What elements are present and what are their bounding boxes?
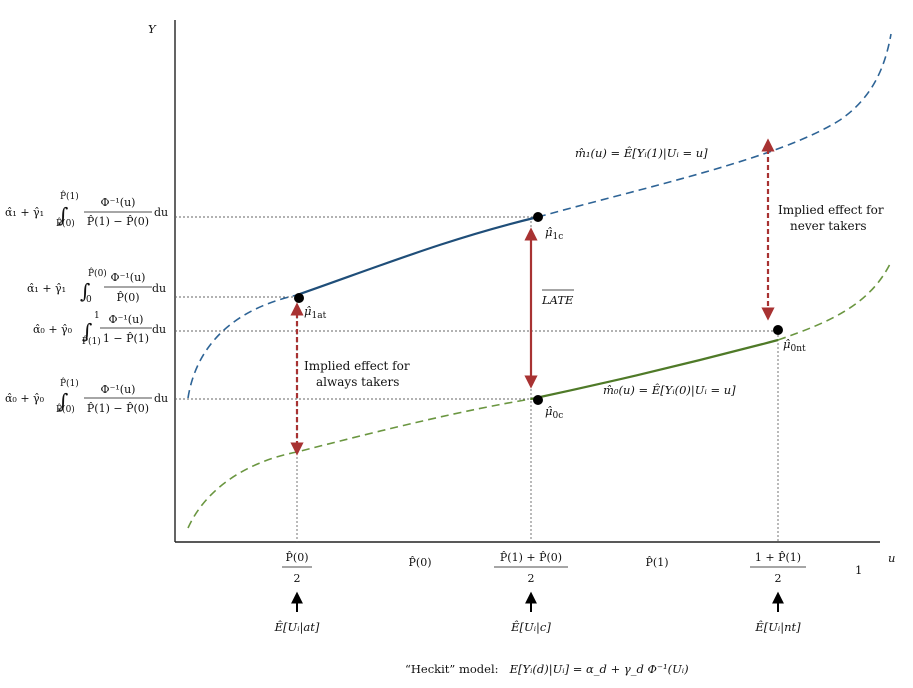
svg-text:P̂(1): P̂(1) <box>82 335 101 347</box>
label-mu-1at: μ̂1at <box>304 304 327 321</box>
svg-text:1 + P̂(1): 1 + P̂(1) <box>755 551 801 564</box>
late-label: LATE <box>541 293 574 307</box>
m1-curve-solid <box>297 217 538 295</box>
x-tick-mid: P̂(1) + P̂(0) 2 <box>494 551 568 585</box>
svg-text:P̂(1): P̂(1) <box>60 190 79 202</box>
m0-curve-right-dashed <box>778 262 891 340</box>
x-axis-end-label: 1 <box>855 563 862 577</box>
svg-text:Φ⁻¹(u): Φ⁻¹(u) <box>111 271 146 284</box>
svg-text:du: du <box>154 392 168 405</box>
svg-text:P̂(0): P̂(0) <box>286 551 309 564</box>
svg-text:P̂(1) − P̂(0): P̂(1) − P̂(0) <box>87 215 149 228</box>
m0-curve-label: m̂₀(u) = Ê[Yᵢ(0)|Uᵢ = u] <box>603 383 736 398</box>
point-mu-1c <box>533 212 543 222</box>
svg-text:du: du <box>152 282 166 295</box>
svg-text:Φ⁻¹(u): Φ⁻¹(u) <box>101 383 136 396</box>
expectation-nt: Ê[Uᵢ|nt] <box>754 620 801 635</box>
m1-curve-label: m̂₁(u) = Ê[Yᵢ(1)|Uᵢ = u] <box>575 146 708 161</box>
svg-text:2: 2 <box>528 572 535 585</box>
m1-curve-left-dashed <box>188 295 297 398</box>
svg-text:Φ⁻¹(u): Φ⁻¹(u) <box>101 196 136 209</box>
point-mu-1at <box>294 293 304 303</box>
y-label-mu0nt: α̂₀ + γ̂₀ ∫ 1 P̂(1) Φ⁻¹(u) 1 − P̂(1) du <box>33 311 166 347</box>
svg-text:P̂(0): P̂(0) <box>56 217 75 229</box>
never-takers-line1: Implied effect for <box>778 203 884 217</box>
x-tick-p0: P̂(0) <box>409 556 432 569</box>
x-tick-p0-half: P̂(0) 2 <box>282 551 312 585</box>
svg-text:du: du <box>154 206 168 219</box>
y-label-mu1c: α̂₁ + γ̂₁ ∫ P̂(1) P̂(0) Φ⁻¹(u) P̂(1) − P… <box>5 190 168 229</box>
svg-text:P̂(0): P̂(0) <box>88 267 107 279</box>
x-axis-label: u <box>888 551 895 565</box>
y-axis-label: Y <box>148 22 157 36</box>
point-mu-0c <box>533 395 543 405</box>
svg-text:P̂(0): P̂(0) <box>56 403 75 415</box>
label-mu-0c: μ̂0c <box>545 404 563 421</box>
svg-text:du: du <box>152 323 166 336</box>
svg-text:P̂(1) − P̂(0): P̂(1) − P̂(0) <box>87 402 149 415</box>
svg-text:P̂(0): P̂(0) <box>117 291 140 304</box>
m1-curve-right-dashed <box>538 34 891 217</box>
m0-curve-left-dashed <box>188 399 531 528</box>
svg-text:P̂(1): P̂(1) <box>60 377 79 389</box>
svg-text:2: 2 <box>775 572 782 585</box>
always-takers-line2: always takers <box>316 375 399 389</box>
svg-text:P̂(1) + P̂(0): P̂(1) + P̂(0) <box>500 551 562 564</box>
svg-text:Φ⁻¹(u): Φ⁻¹(u) <box>109 313 144 326</box>
svg-text:0: 0 <box>86 295 92 305</box>
svg-text:1: 1 <box>94 311 100 321</box>
svg-text:2: 2 <box>294 572 301 585</box>
never-takers-line2: never takers <box>790 219 867 233</box>
expectation-at: Ê[Uᵢ|at] <box>274 620 320 635</box>
svg-text:α̂₁ + γ̂₁: α̂₁ + γ̂₁ <box>5 206 44 219</box>
y-label-mu0c: α̂₀ + γ̂₀ ∫ P̂(1) P̂(0) Φ⁻¹(u) P̂(1) − P… <box>5 377 168 415</box>
y-label-mu1at: α̂₁ + γ̂₁ ∫ P̂(0) 0 Φ⁻¹(u) P̂(0) du <box>27 267 166 305</box>
footer-model: “Heckit” model: E[Yᵢ(d)|Uᵢ] = α_d + γ_d … <box>405 658 689 677</box>
point-mu-0nt <box>773 325 783 335</box>
x-tick-p1-upper-half: 1 + P̂(1) 2 <box>750 551 806 585</box>
svg-text:α̂₀ + γ̂₀: α̂₀ + γ̂₀ <box>33 323 73 336</box>
expectation-c: Ê[Uᵢ|c] <box>510 620 551 635</box>
svg-text:1 − P̂(1): 1 − P̂(1) <box>103 332 149 345</box>
x-tick-p1: P̂(1) <box>646 556 669 569</box>
label-mu-0nt: μ̂0nt <box>783 337 806 354</box>
label-mu-1c: μ̂1c <box>545 225 563 242</box>
svg-text:α̂₀ + γ̂₀: α̂₀ + γ̂₀ <box>5 392 45 405</box>
always-takers-line1: Implied effect for <box>304 359 410 373</box>
svg-text:α̂₁ + γ̂₁: α̂₁ + γ̂₁ <box>27 282 66 295</box>
